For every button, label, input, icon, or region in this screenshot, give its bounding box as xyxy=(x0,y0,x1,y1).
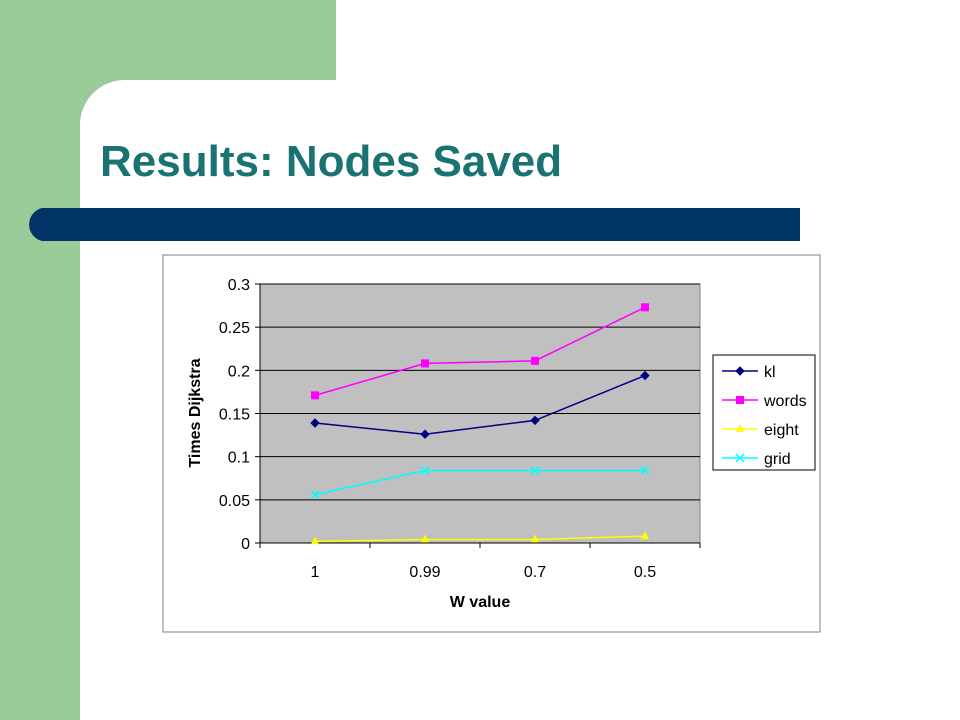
marker xyxy=(310,418,320,428)
x-tick-label: 0.5 xyxy=(634,564,656,581)
legend-label: grid xyxy=(764,451,791,468)
series-line xyxy=(314,374,646,435)
marker xyxy=(310,490,320,500)
marker xyxy=(736,396,744,404)
marker xyxy=(530,415,540,426)
marker xyxy=(420,465,430,476)
legend xyxy=(712,354,816,471)
x-tick-label: 0.99 xyxy=(409,564,440,581)
marker xyxy=(736,424,744,432)
marker xyxy=(641,531,649,540)
y-tick-label: 0.15 xyxy=(219,407,250,424)
series-line xyxy=(314,469,645,496)
title-bar xyxy=(29,208,801,241)
marker xyxy=(421,359,429,368)
marker xyxy=(640,465,650,476)
x-tick-label: 0.7 xyxy=(524,564,546,581)
y-tick-label: 0.05 xyxy=(219,493,250,510)
top-block xyxy=(0,0,336,80)
marker xyxy=(531,356,539,365)
x-axis-title: W value xyxy=(450,594,511,611)
legend-label: kl xyxy=(764,364,776,381)
y-tick-label: 0.3 xyxy=(228,277,250,294)
y-tick-label: 0.1 xyxy=(228,450,250,467)
series-line xyxy=(314,306,646,397)
marker xyxy=(421,534,429,543)
marker xyxy=(420,429,430,439)
marker xyxy=(311,391,319,400)
marker xyxy=(640,370,650,381)
marker xyxy=(311,536,319,545)
marker xyxy=(735,453,745,463)
legend-label: words xyxy=(763,393,807,410)
marker xyxy=(641,303,649,312)
y-tick-label: 0.2 xyxy=(228,363,250,380)
chart: 0 0.05 0.1 0.15 0.2 0.25 0.3 1 0.99 0.7 0.5 W value… xyxy=(162,254,821,633)
marker xyxy=(735,366,745,376)
y-axis-title: Times Dijkstra xyxy=(187,358,204,467)
corner-fill2 xyxy=(80,80,125,125)
marker xyxy=(530,465,540,476)
slide-title: Results: Nodes Saved xyxy=(100,137,562,186)
y-tick-label: 0 xyxy=(241,536,250,553)
side-strip xyxy=(0,0,80,720)
marker xyxy=(531,534,539,543)
legend-label: eight xyxy=(764,422,799,439)
series-line xyxy=(314,535,646,543)
x-tick-label: 1 xyxy=(311,564,320,581)
y-tick-label: 0.25 xyxy=(219,320,250,337)
